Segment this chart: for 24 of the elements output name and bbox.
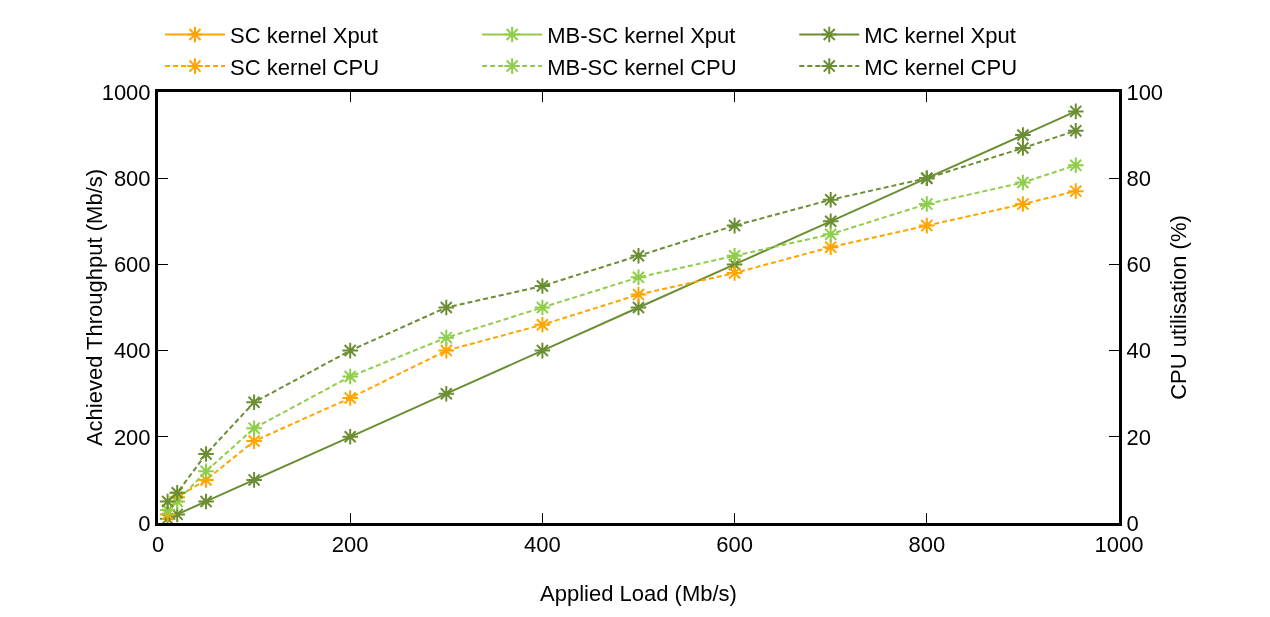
y-tick-label: 800 (113, 165, 151, 191)
y-tick-label: 0 (138, 510, 151, 536)
legend-label: MC kernel Xput (864, 23, 1016, 49)
y-tick-label: 600 (113, 252, 151, 278)
legend-label: MB-SC kernel CPU (547, 54, 737, 80)
legend-label: MB-SC kernel Xput (547, 23, 736, 49)
y-tick-label: 1000 (101, 79, 151, 105)
y-tick-label: 200 (113, 424, 151, 450)
y2-tick-label: 80 (1126, 165, 1151, 191)
y-axis-title: Achieved Throughput (Mb/s) (82, 168, 107, 447)
legend-label: SC kernel Xput (230, 23, 378, 49)
y2-tick-label: 20 (1126, 424, 1151, 450)
y-tick-label: 400 (113, 338, 151, 364)
legend-label: MC kernel CPU (864, 54, 1018, 80)
x-tick-label: 400 (524, 532, 561, 558)
y2-tick-label: 100 (1126, 79, 1164, 105)
y2-tick-label: 60 (1126, 252, 1151, 278)
y2-tick-label: 40 (1126, 338, 1151, 364)
legend-label: SC kernel CPU (230, 54, 380, 80)
y2-axis-title: CPU utilisation (%) (1166, 215, 1191, 400)
x-axis-title: Applied Load (Mb/s) (540, 581, 737, 606)
x-tick-label: 600 (716, 532, 753, 558)
x-tick-label: 800 (908, 532, 946, 558)
x-tick-label: 200 (331, 532, 369, 558)
